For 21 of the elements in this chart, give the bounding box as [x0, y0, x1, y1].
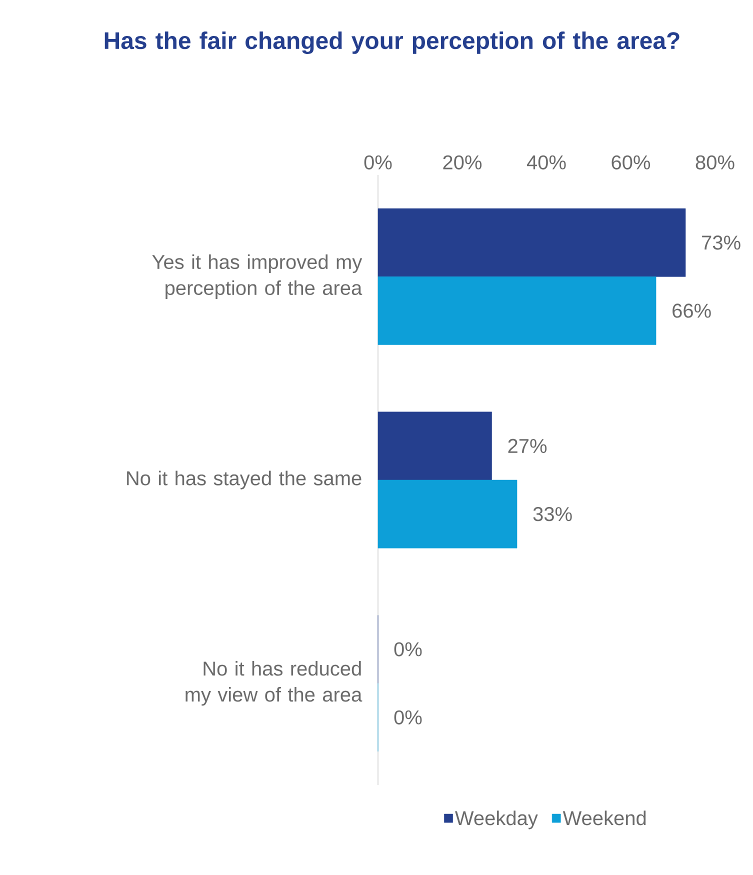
bar	[378, 480, 518, 548]
x-tick-label: 60%	[612, 155, 650, 170]
legend-label: Weekend	[562, 810, 646, 826]
y-tick-label: No it has stayed the same	[127, 470, 362, 490]
bar	[378, 276, 656, 345]
data-label: 0%	[394, 642, 422, 656]
legend-label: Weekday	[455, 810, 538, 830]
x-tick-label: 0%	[364, 155, 392, 170]
data-label: 66%	[672, 304, 711, 318]
chart-title: Has the fair changed your perception of the area?	[104, 32, 680, 54]
data-label: 33%	[533, 507, 572, 522]
x-tick-label: 80%	[696, 155, 734, 170]
data-label: 73%	[702, 236, 740, 250]
y-tick-label: Yes it has improved my perception of the area	[152, 254, 362, 300]
y-tick-label: No it has reduced my view of the area	[186, 661, 362, 706]
data-label: 0%	[394, 710, 422, 724]
x-tick-label: 20%	[443, 155, 482, 170]
x-tick-label: 40%	[526, 155, 566, 170]
bar	[378, 412, 492, 480]
bar	[378, 208, 686, 277]
data-label: 27%	[508, 438, 547, 453]
